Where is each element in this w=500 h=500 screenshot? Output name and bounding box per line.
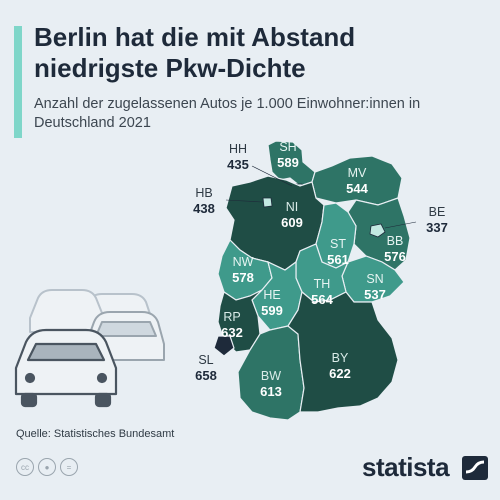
state-label-sl: SL 658: [171, 353, 241, 383]
state-label-bw: BW 613: [236, 369, 306, 399]
state-value: 576: [384, 249, 406, 264]
state-hb: [262, 197, 273, 208]
state-value: 438: [193, 201, 215, 216]
cc-icon[interactable]: cc: [16, 458, 34, 476]
page-subtitle: Anzahl der zugelassenen Autos je 1.000 E…: [34, 96, 421, 131]
page-title: Berlin hat die mit Abstand niedrigste Pk…: [34, 22, 356, 83]
state-value: 337: [426, 220, 448, 235]
state-code: BW: [260, 369, 282, 383]
licence-icons[interactable]: cc ● =: [16, 458, 78, 476]
state-label-st: ST 561: [303, 237, 373, 267]
state-label-sh: SH 589: [253, 140, 323, 170]
state-value: 632: [221, 325, 243, 340]
state-label-he: HE 599: [237, 288, 307, 318]
attribution-icon[interactable]: ●: [38, 458, 56, 476]
state-value: 561: [327, 252, 349, 267]
state-label-hb: HB 438: [169, 186, 239, 216]
state-label-by: BY 622: [305, 351, 375, 381]
state-code: NI: [285, 200, 299, 214]
state-code: SL: [198, 353, 214, 367]
state-code: MV: [347, 166, 367, 180]
state-value: 613: [260, 384, 282, 399]
state-code: ST: [330, 237, 346, 251]
state-label-rp: RP 632: [197, 310, 267, 340]
brand-wordmark: statista: [362, 452, 450, 482]
hb-leader-line: [225, 199, 264, 203]
state-code: NW: [232, 255, 254, 269]
state-value: 564: [311, 292, 333, 307]
state-label-nw: NW 578: [208, 255, 278, 285]
state-code: TH: [313, 277, 331, 291]
state-sl: [213, 335, 235, 357]
statista-logo[interactable]: statista: [362, 452, 450, 483]
state-value: 609: [281, 215, 303, 230]
state-code: BY: [331, 351, 349, 365]
state-code: SH: [279, 140, 297, 154]
state-label-mv: MV 544: [322, 166, 392, 196]
hh-leader-line: [251, 165, 293, 187]
state-value: 578: [232, 270, 254, 285]
state-by: [287, 290, 399, 413]
source-note: Quelle: Statistisches Bundesamt: [16, 428, 175, 440]
state-value: 544: [346, 181, 368, 196]
state-label-hh: HH 435: [203, 142, 273, 172]
state-label-th: TH 564: [287, 277, 357, 307]
state-label-sn: SN 537: [340, 272, 410, 302]
state-code: BB: [386, 234, 404, 248]
state-label-bb: BB 576: [360, 234, 430, 264]
state-value: 658: [195, 368, 217, 383]
title-accent-bar: [14, 26, 22, 138]
state-label-be: BE 337: [402, 205, 472, 235]
state-code: SN: [366, 272, 384, 286]
car-stack-illustration: [14, 289, 165, 408]
state-value: 537: [364, 287, 386, 302]
state-code: HB: [195, 186, 213, 200]
state-value: 622: [329, 366, 351, 381]
state-code: HH: [228, 142, 248, 156]
be-leader-line: [384, 221, 417, 229]
state-code: BE: [428, 205, 446, 219]
statista-logo-mark: [462, 456, 488, 480]
state-be: [369, 223, 386, 238]
state-code: HE: [263, 288, 281, 302]
no-derivatives-icon[interactable]: =: [60, 458, 78, 476]
state-code: RP: [223, 310, 241, 324]
state-label-ni: NI 609: [257, 200, 327, 230]
state-value: 589: [277, 155, 299, 170]
state-value: 599: [261, 303, 283, 318]
state-value: 435: [227, 157, 249, 172]
